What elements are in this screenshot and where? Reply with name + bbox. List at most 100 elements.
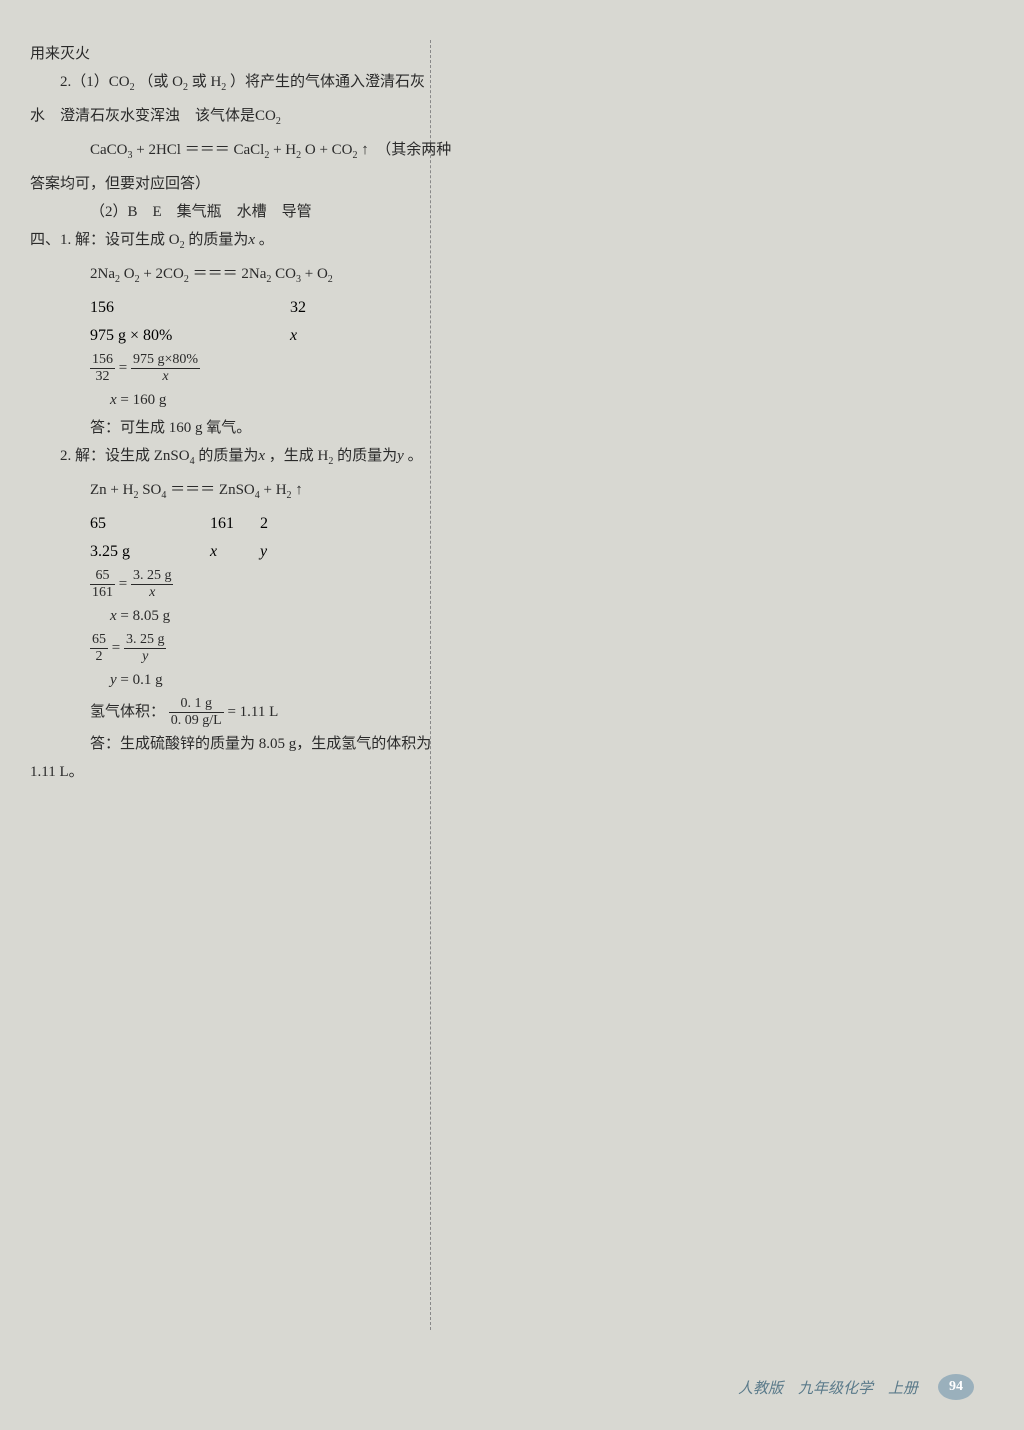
text: CO [275, 266, 296, 282]
fraction: 3. 25 g y [124, 632, 167, 665]
text: 2. 解：设生成 ZnSO [60, 448, 190, 464]
text: 2.（1）CO [60, 74, 130, 90]
equation-row: 3.25 g x y [30, 538, 430, 566]
value: 3.25 g [90, 538, 210, 566]
text-line: x = 8.05 g [30, 602, 430, 630]
equals: = [119, 576, 131, 592]
numerator: 65 [90, 568, 115, 585]
subscript: 2 [135, 274, 140, 285]
page-number-badge: 94 [938, 1374, 974, 1400]
text-line: 2. 解：设生成 ZnSO4 的质量为x ，生成 H2 的质量为y 。 [30, 442, 430, 476]
fraction: 975 g×80% x [131, 352, 200, 385]
fraction: 0. 1 g 0. 09 g/L [169, 696, 224, 729]
text: ＝＝＝ 2Na [193, 266, 267, 282]
text: = 0.1 g [120, 672, 162, 688]
subscript: 4 [190, 456, 195, 467]
value: 65 [90, 510, 210, 538]
subscript: 4 [255, 490, 260, 501]
text: CaCO [90, 142, 128, 158]
text: 。 [259, 232, 274, 248]
text: ↑ [295, 482, 303, 498]
fraction: 65 2 [90, 632, 108, 665]
text: ＝＝＝ ZnSO [170, 482, 255, 498]
variable-x: x [210, 538, 260, 566]
equals: = [119, 360, 131, 376]
text: 四、1. 解：设可生成 O [30, 232, 180, 248]
equation-line: 2Na2 O2 + 2CO2 ＝＝＝ 2Na2 CO3 + O2 [30, 260, 430, 294]
fraction-line: 氢气体积： 0. 1 g 0. 09 g/L = 1.11 L [30, 694, 430, 730]
subscript: 2 [180, 240, 185, 251]
text: + H [264, 482, 287, 498]
subscript: 2 [353, 150, 358, 161]
variable-x: x [110, 608, 117, 624]
text: 的质量为 [188, 232, 248, 248]
equation-row: 156 32 [30, 294, 430, 322]
denominator: 0. 09 g/L [169, 713, 224, 729]
fraction: 65 161 [90, 568, 115, 601]
text: + O [305, 266, 328, 282]
text-line: 答：生成硫酸锌的质量为 8.05 g，生成氢气的体积为 [30, 730, 430, 758]
subscript: 2 [287, 490, 292, 501]
variable-x: x [258, 448, 265, 464]
text-line: 水 澄清石灰水变浑浊 该气体是CO2 [30, 102, 430, 136]
denominator: 161 [90, 585, 115, 601]
text: = 160 g [120, 392, 166, 408]
text: + 2HCl ＝＝＝ CaCl [136, 142, 264, 158]
text: 2Na [90, 266, 115, 282]
subscript: 2 [328, 274, 333, 285]
denominator: 2 [90, 649, 108, 665]
fraction: 156 32 [90, 352, 115, 385]
text: 水 澄清石灰水变浑浊 该气体是CO [30, 108, 276, 124]
numerator: 3. 25 g [131, 568, 174, 585]
text: （或 O [138, 74, 183, 90]
numerator: 156 [90, 352, 115, 369]
text: 的质量为 [198, 448, 258, 464]
variable-y: y [260, 538, 267, 566]
subscript: 3 [128, 150, 133, 161]
value: 156 [90, 294, 290, 322]
text: + 2CO [143, 266, 184, 282]
variable-x: x [290, 322, 297, 350]
equation-row: 65 161 2 [30, 510, 430, 538]
value: 2 [260, 510, 268, 538]
text: Zn + H [90, 482, 133, 498]
text-line: x = 160 g [30, 386, 430, 414]
fraction-line: 65 2 = 3. 25 g y [30, 630, 430, 666]
text: SO [142, 482, 161, 498]
text-line: 用来灭火 [30, 40, 430, 68]
text-line: 答：可生成 160 g 氧气。 [30, 414, 430, 442]
text: + H [273, 142, 296, 158]
text: = 8.05 g [120, 608, 170, 624]
variable-y: y [110, 672, 117, 688]
denominator: y [124, 649, 167, 665]
text-line: （2）B E 集气瓶 水槽 导管 [30, 198, 430, 226]
text: O [124, 266, 135, 282]
fraction-line: 65 161 = 3. 25 g x [30, 566, 430, 602]
page-container: 用来灭火 2.（1）CO2 （或 O2 或 H2 ）将产生的气体通入澄清石灰 水… [0, 0, 1024, 1430]
subscript: 2 [133, 490, 138, 501]
value: 161 [210, 510, 260, 538]
text: 或 H [192, 74, 222, 90]
text-line: CaCO3 + 2HCl ＝＝＝ CaCl2 + H2 O + CO2 ↑ （其… [30, 136, 430, 170]
variable-x: x [110, 392, 117, 408]
text-line: y = 0.1 g [30, 666, 430, 694]
text-line: 四、1. 解：设可生成 O2 的质量为x 。 [30, 226, 430, 260]
numerator: 975 g×80% [131, 352, 200, 369]
text: ，生成 H [269, 448, 329, 464]
subscript: 2 [221, 82, 226, 93]
subscript: 2 [115, 274, 120, 285]
equation-row: 975 g × 80% x [30, 322, 430, 350]
page-footer: 人教版 九年级化学 上册 94 [738, 1374, 974, 1400]
fraction-line: 156 32 = 975 g×80% x [30, 350, 430, 386]
fraction: 3. 25 g x [131, 568, 174, 601]
equals: = [112, 640, 124, 656]
text-line: 1.11 L。 [30, 758, 430, 786]
numerator: 65 [90, 632, 108, 649]
text-line: 答案均可，但要对应回答） [30, 170, 430, 198]
text: = 1.11 L [227, 704, 278, 720]
text: ）将产生的气体通入澄清石灰 [230, 74, 425, 90]
variable-y: y [397, 448, 404, 464]
subscript: 3 [296, 274, 301, 285]
text: 。 [408, 448, 423, 464]
denominator: 32 [90, 369, 115, 385]
